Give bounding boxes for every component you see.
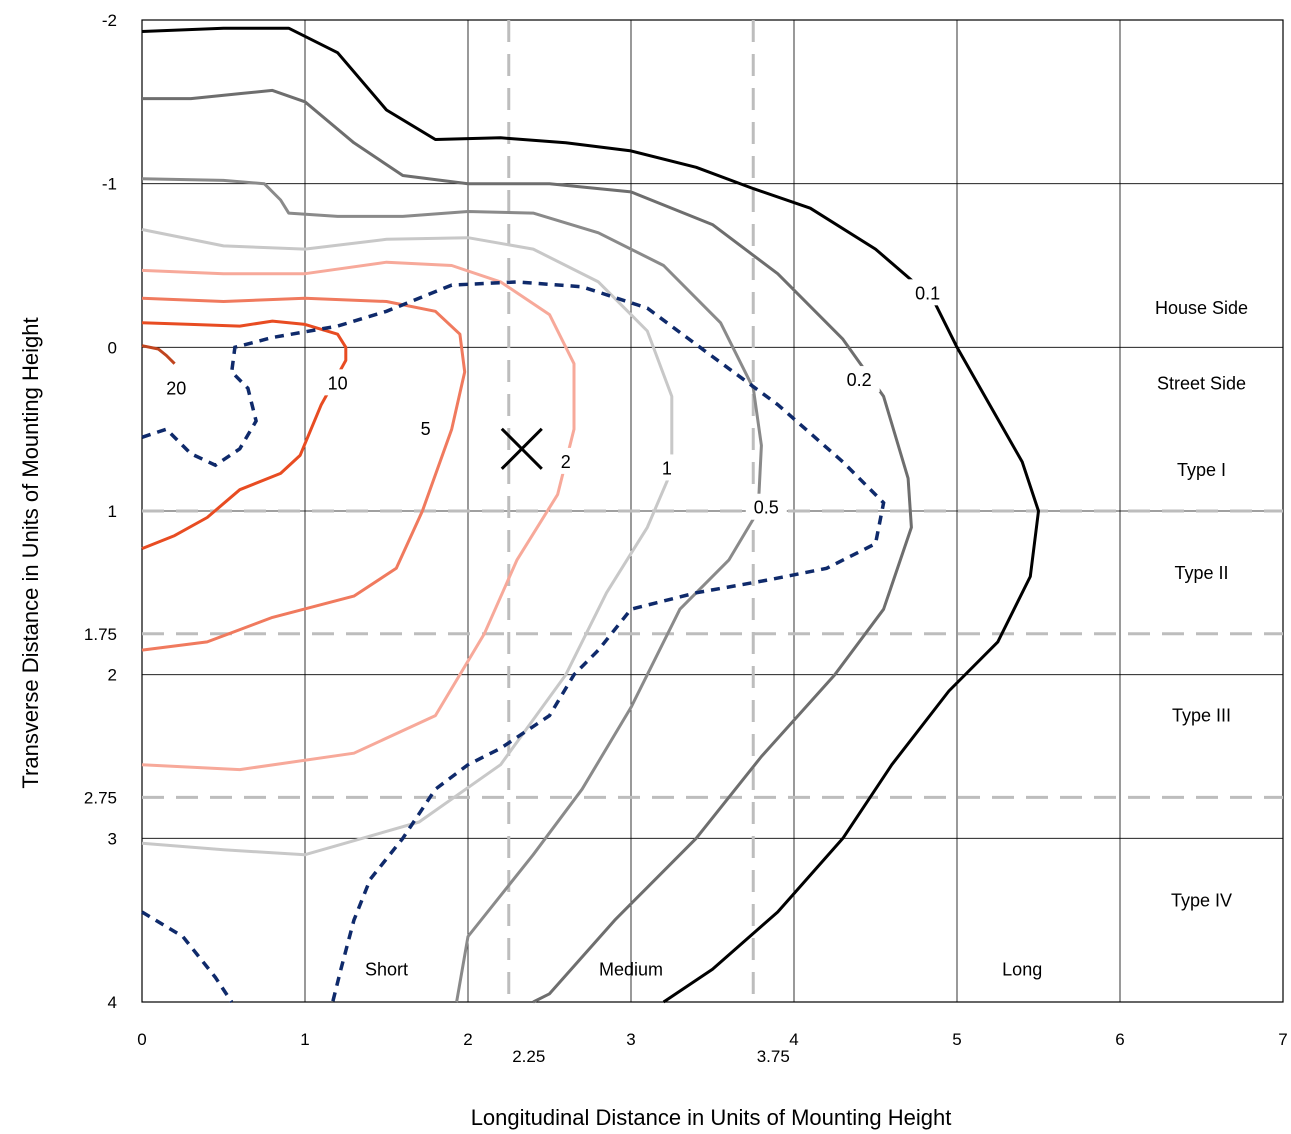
contour-5 <box>141 296 467 652</box>
contours <box>141 26 1040 1004</box>
region-label-transverse: Street Side <box>1157 373 1246 393</box>
region-labels: Short Medium Long House Side Street Side Type… <box>365 298 1248 979</box>
contour-label-10: 10 <box>328 373 348 393</box>
contour-label-bg <box>745 493 787 520</box>
y-axis-title: Transverse Distance in Units of Mounting… <box>18 317 43 788</box>
contour-label-1: 1 <box>662 458 672 478</box>
x-tick-label: 4 <box>789 1030 798 1049</box>
region-label-transverse: Type III <box>1172 706 1231 726</box>
marker-stroke <box>500 427 543 470</box>
contour-label-2: 2 <box>561 452 571 472</box>
y-tick-label: 1 <box>108 502 117 521</box>
region-label-longitudinal: Short <box>365 959 408 979</box>
contour-20 <box>141 344 176 365</box>
dashed-contour <box>141 910 234 1003</box>
region-label-longitudinal: Medium <box>599 959 663 979</box>
contour-label-bg <box>657 454 677 481</box>
region-label-transverse: House Side <box>1155 298 1248 318</box>
contour-labels: 20 10 5 2 1 0.5 0.2 0.1 <box>161 279 949 520</box>
y-tick-label: 2 <box>108 666 117 685</box>
region-label-transverse: Type I <box>1177 460 1226 480</box>
y-tick-label: 0 <box>108 338 117 357</box>
x-tick-label: 5 <box>952 1030 961 1049</box>
x-tick-label: 2 <box>463 1030 472 1049</box>
y-tick-label: -2 <box>102 11 117 30</box>
dashed-contour <box>141 280 886 1003</box>
contour-0.2 <box>142 88 913 1004</box>
x-axis-title: Longitudinal Distance in Units of Mounti… <box>471 1105 952 1130</box>
x-tick-label: 7 <box>1278 1030 1287 1049</box>
contour-label-0.1: 0.1 <box>915 283 940 303</box>
contour-2 <box>141 260 576 772</box>
contour-label-bg <box>322 369 353 396</box>
x-tick-label: 0 <box>137 1030 146 1049</box>
x-tick-label-secondary: 3.75 <box>757 1047 790 1066</box>
y-tick-label: 3 <box>108 829 117 848</box>
max-candela-marker <box>500 427 543 470</box>
contour-label-bg <box>907 279 949 306</box>
y-tick-label: 4 <box>108 993 117 1012</box>
contour-label-0.5: 0.5 <box>754 498 779 518</box>
y-tick-label: 2.75 <box>84 788 117 807</box>
contour-label-bg <box>556 447 576 474</box>
contour-1 <box>141 228 674 857</box>
axis-ticks: 0 1 2 3 4 5 6 7 2.25 3.75 -2 -1 0 1 1.75 2 2.75 3 4 <box>84 11 1288 1066</box>
contour-0.1 <box>141 26 1040 1004</box>
x-tick-label: 1 <box>300 1030 309 1049</box>
x-tick-label: 3 <box>626 1030 635 1049</box>
contour-label-bg <box>416 415 436 442</box>
x-tick-label-secondary: 2.25 <box>512 1047 545 1066</box>
contour-label-bg <box>161 374 192 401</box>
contour-label-20: 20 <box>166 378 186 398</box>
contour-0.5 <box>141 177 763 1003</box>
region-label-longitudinal: Long <box>1002 959 1042 979</box>
region-label-transverse: Type II <box>1174 563 1228 583</box>
y-tick-label: 1.75 <box>84 625 117 644</box>
contour-label-5: 5 <box>421 419 431 439</box>
contour-label-0.2: 0.2 <box>847 370 872 390</box>
region-label-transverse: Type IV <box>1171 891 1232 911</box>
y-tick-label: -1 <box>102 175 117 194</box>
contour-10 <box>141 319 348 550</box>
contour-label-bg <box>838 366 880 393</box>
x-tick-label: 6 <box>1115 1030 1124 1049</box>
